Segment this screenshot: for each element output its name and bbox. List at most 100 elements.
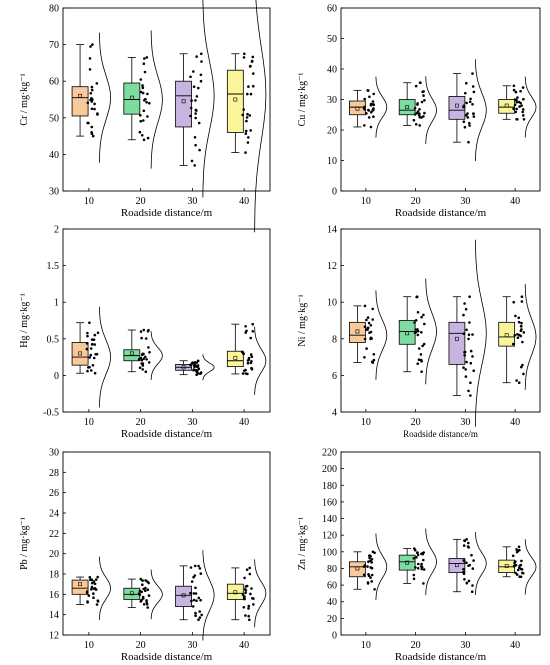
data-point bbox=[142, 357, 145, 361]
density-curve bbox=[375, 76, 388, 138]
data-point bbox=[521, 363, 524, 367]
data-point bbox=[88, 365, 91, 369]
data-point bbox=[419, 81, 422, 84]
data-point bbox=[195, 95, 199, 98]
x-tick-label: 30 bbox=[460, 640, 470, 651]
iqr-box bbox=[398, 320, 416, 345]
data-point bbox=[91, 581, 94, 585]
data-point bbox=[468, 121, 471, 125]
data-point bbox=[467, 546, 471, 549]
data-point bbox=[521, 110, 524, 114]
mean-marker bbox=[129, 351, 134, 356]
data-point bbox=[193, 365, 196, 369]
data-point bbox=[372, 92, 376, 96]
box-20 bbox=[123, 328, 163, 381]
data-point bbox=[420, 562, 423, 566]
data-point bbox=[197, 121, 201, 125]
data-point bbox=[194, 614, 197, 617]
data-point bbox=[90, 125, 94, 129]
y-tick-label: 26 bbox=[49, 488, 59, 499]
data-point bbox=[92, 587, 96, 590]
density-curve bbox=[475, 239, 487, 427]
data-point bbox=[140, 336, 143, 340]
data-point bbox=[515, 548, 518, 551]
data-point bbox=[191, 361, 194, 365]
data-point bbox=[90, 338, 94, 341]
data-point bbox=[139, 356, 143, 360]
data-point bbox=[90, 578, 94, 581]
data-point bbox=[193, 564, 197, 568]
data-point bbox=[462, 366, 465, 369]
y-tick-label: 14 bbox=[327, 225, 337, 236]
y-tick-label: 1.5 bbox=[47, 261, 60, 272]
x-tick-label: 30 bbox=[187, 417, 197, 428]
data-point bbox=[199, 598, 202, 602]
density-curve bbox=[425, 528, 437, 596]
data-point bbox=[95, 82, 99, 85]
data-point bbox=[90, 100, 94, 103]
iqr-box bbox=[71, 86, 89, 117]
data-point bbox=[192, 70, 195, 73]
x-tick-label: 10 bbox=[361, 640, 371, 651]
data-point bbox=[143, 70, 147, 74]
data-point bbox=[146, 330, 150, 333]
data-point bbox=[463, 578, 466, 581]
data-point bbox=[472, 115, 476, 118]
data-point bbox=[93, 107, 96, 111]
data-point bbox=[513, 334, 517, 337]
data-point bbox=[422, 94, 425, 97]
data-point bbox=[189, 114, 192, 118]
data-point bbox=[363, 304, 367, 308]
mean-marker bbox=[181, 99, 186, 104]
data-point bbox=[245, 116, 249, 119]
density-curve bbox=[254, 0, 267, 233]
data-point bbox=[512, 107, 515, 111]
data-point bbox=[366, 582, 370, 585]
y-axis-label: Cu / mg·kg⁻¹ bbox=[297, 73, 308, 127]
data-point bbox=[141, 86, 145, 90]
data-point bbox=[368, 554, 371, 557]
data-point bbox=[249, 336, 252, 340]
y-tick-label: 70 bbox=[49, 40, 59, 51]
data-point bbox=[370, 580, 374, 583]
density-curve bbox=[150, 331, 163, 381]
box-30 bbox=[175, 0, 215, 198]
data-point bbox=[421, 90, 424, 94]
data-point bbox=[244, 132, 248, 135]
data-point bbox=[465, 581, 469, 585]
data-point bbox=[90, 107, 94, 111]
y-tick-label: 30 bbox=[49, 187, 59, 198]
data-point bbox=[197, 618, 200, 622]
y-tick-label: 18 bbox=[49, 570, 59, 581]
data-point bbox=[463, 125, 467, 129]
data-point bbox=[192, 369, 195, 372]
data-point bbox=[369, 576, 372, 579]
data-point bbox=[465, 561, 468, 565]
data-point bbox=[462, 313, 465, 317]
data-point bbox=[89, 45, 92, 48]
data-point bbox=[417, 562, 420, 566]
data-point bbox=[470, 553, 473, 557]
data-point bbox=[416, 329, 420, 333]
data-point bbox=[248, 114, 252, 117]
chart-panel-4: 4 6 8 10 12 14 Ni / mg·kg⁻¹ 10 20 30 40 Roadside di… bbox=[297, 225, 541, 439]
y-tick-label: 16 bbox=[49, 590, 59, 601]
data-point bbox=[90, 97, 93, 100]
data-point bbox=[471, 333, 474, 336]
x-tick-label: 40 bbox=[510, 196, 520, 207]
data-point bbox=[466, 116, 470, 119]
data-point bbox=[89, 92, 93, 95]
box-30 bbox=[448, 59, 487, 162]
box-20 bbox=[398, 528, 437, 596]
y-tick-label: 50 bbox=[327, 34, 337, 45]
data-point bbox=[515, 573, 519, 576]
data-point bbox=[463, 559, 466, 563]
data-point bbox=[194, 99, 197, 102]
data-point bbox=[243, 595, 246, 598]
box-10 bbox=[349, 290, 388, 380]
data-point bbox=[192, 592, 196, 595]
data-point bbox=[520, 295, 524, 299]
data-point bbox=[515, 107, 518, 111]
box-20 bbox=[398, 278, 437, 385]
box-20 bbox=[398, 76, 437, 145]
